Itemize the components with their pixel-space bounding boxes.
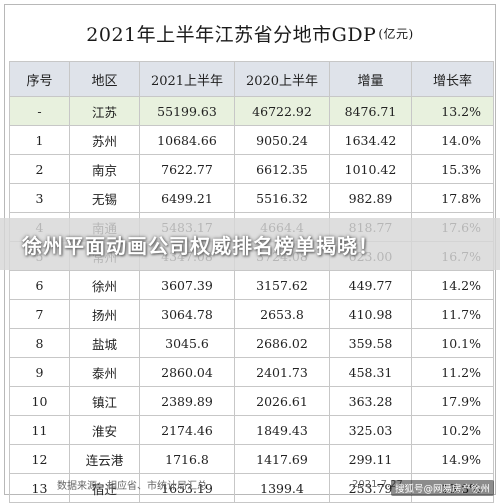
cell-2020h1: 6612.35 xyxy=(234,154,330,184)
cell-index: 10 xyxy=(9,386,70,416)
cell-increase: 410.98 xyxy=(329,299,412,329)
overlay-banner: 徐州平面动画公司权威排名榜单揭晓！ xyxy=(0,218,500,270)
cell-region: 无锡 xyxy=(69,183,140,213)
banner-text: 徐州平面动画公司权威排名榜单揭晓！ xyxy=(22,233,379,258)
cell-2020h1: 5516.32 xyxy=(234,183,330,213)
table-row: 2 南京 7622.77 6612.35 1010.42 15.3% xyxy=(9,154,494,184)
cell-2020h1: 2026.61 xyxy=(234,386,330,416)
table-row: 10 镇江 2389.89 2026.61 363.28 17.9% xyxy=(9,386,494,416)
cell-region: 镇江 xyxy=(69,386,140,416)
cell-increase: 449.77 xyxy=(329,270,412,300)
cell-region: 江苏 xyxy=(69,96,140,126)
header-growth-rate: 增长率 xyxy=(411,61,494,97)
table-row: - 江苏 55199.63 46722.92 8476.71 13.2% xyxy=(9,96,494,126)
cell-2020h1: 9050.24 xyxy=(234,125,330,155)
cell-2021h1: 7622.77 xyxy=(139,154,235,184)
cell-increase: 359.58 xyxy=(329,328,412,358)
cell-index: 6 xyxy=(9,270,70,300)
cell-2020h1: 1417.69 xyxy=(234,444,330,474)
cell-2021h1: 2860.04 xyxy=(139,357,235,387)
cell-growth-rate: 15.3% xyxy=(411,154,494,184)
cell-growth-rate: 14.0% xyxy=(411,125,494,155)
header-2020h1: 2020上半年 xyxy=(234,61,330,97)
cell-growth-rate: 13.8% xyxy=(411,473,494,503)
cell-region: 连云港 xyxy=(69,444,140,474)
table-row: 9 泰州 2860.04 2401.73 458.31 11.2% xyxy=(9,357,494,387)
table-row: 11 淮安 2174.46 1849.43 325.03 10.2% xyxy=(9,415,494,445)
watermark: 搜狐号@网易房产徐州 xyxy=(390,480,494,496)
cell-growth-rate: 13.2% xyxy=(411,96,494,126)
cell-2021h1: 10684.66 xyxy=(139,125,235,155)
cell-growth-rate: 11.2% xyxy=(411,357,494,387)
cell-region: 苏州 xyxy=(69,125,140,155)
cell-index: 12 xyxy=(9,444,70,474)
header-2021h1: 2021上半年 xyxy=(139,61,235,97)
cell-2020h1: 46722.92 xyxy=(234,96,330,126)
cell-increase: 1634.42 xyxy=(329,125,412,155)
gdp-table: 序号 地区 2021上半年 2020上半年 增量 增长率 - 江苏 55199.63… xyxy=(9,61,494,503)
cell-region: 盐城 xyxy=(69,328,140,358)
cell-region: 徐州 xyxy=(69,270,140,300)
table-row: 1 苏州 10684.66 9050.24 1634.42 14.0% xyxy=(9,125,494,155)
cell-2020h1: 1849.43 xyxy=(234,415,330,445)
cell-increase: 1010.42 xyxy=(329,154,412,184)
cell-2020h1: 2401.73 xyxy=(234,357,330,387)
cell-2021h1: 3064.78 xyxy=(139,299,235,329)
cell-growth-rate: 14.9% xyxy=(411,444,494,474)
header-row: 序号 地区 2021上半年 2020上半年 增量 增长率 xyxy=(9,61,494,97)
cell-region: 淮安 xyxy=(69,415,140,445)
table-row: 7 扬州 3064.78 2653.8 410.98 11.7% xyxy=(9,299,494,329)
cell-region: 泰州 xyxy=(69,357,140,387)
cell-increase: 299.11 xyxy=(329,444,412,474)
header-region: 地区 xyxy=(69,61,140,97)
cell-growth-rate: 17.8% xyxy=(411,183,494,213)
cell-2021h1: 1716.8 xyxy=(139,444,235,474)
cell-region: 扬州 xyxy=(69,299,140,329)
table-row: 12 连云港 1716.8 1417.69 299.11 14.9% xyxy=(9,444,494,474)
cell-2021h1: 55199.63 xyxy=(139,96,235,126)
cell-increase: 8476.71 xyxy=(329,96,412,126)
cell-growth-rate: 10.1% xyxy=(411,328,494,358)
cell-growth-rate: 14.2% xyxy=(411,270,494,300)
data-source: 数据来源：相应省、市统计局汇总 xyxy=(57,480,207,492)
header-index: 序号 xyxy=(9,61,70,97)
cell-increase: 458.31 xyxy=(329,357,412,387)
cell-2021h1: 6499.21 xyxy=(139,183,235,213)
cell-2021h1: 2389.89 xyxy=(139,386,235,416)
table-title: 2021年上半年江苏省分地市GDP (亿元) xyxy=(5,5,495,61)
cell-2020h1: 3157.62 xyxy=(234,270,330,300)
cell-index: 7 xyxy=(9,299,70,329)
table-row: 8 盐城 3045.6 2686.02 359.58 10.1% xyxy=(9,328,494,358)
cell-2020h1: 2653.8 xyxy=(234,299,330,329)
cell-index: 2 xyxy=(9,154,70,184)
cell-index: 9 xyxy=(9,357,70,387)
cell-index: - xyxy=(9,96,70,126)
cell-region: 南京 xyxy=(69,154,140,184)
footer: 数据来源：相应省、市统计局汇总 2021.7.27 xyxy=(9,475,493,493)
cell-increase: 253.79 xyxy=(329,473,412,503)
cell-increase: 363.28 xyxy=(329,386,412,416)
cell-growth-rate: 11.7% xyxy=(411,299,494,329)
cell-index: 11 xyxy=(9,415,70,445)
cell-index: 1 xyxy=(9,125,70,155)
table-row: 3 无锡 6499.21 5516.32 982.89 17.8% xyxy=(9,183,494,213)
title-unit: (亿元) xyxy=(378,26,414,41)
cell-2021h1: 3045.6 xyxy=(139,328,235,358)
header-increase: 增量 xyxy=(329,61,412,97)
title-text: 2021年上半年江苏省分地市GDP xyxy=(86,23,377,46)
cell-growth-rate: 10.2% xyxy=(411,415,494,445)
data-date: 2021.7.27 xyxy=(352,478,403,490)
cell-2020h1: 2686.02 xyxy=(234,328,330,358)
cell-2021h1: 3607.39 xyxy=(139,270,235,300)
cell-index: 3 xyxy=(9,183,70,213)
cell-increase: 325.03 xyxy=(329,415,412,445)
cell-growth-rate: 17.9% xyxy=(411,386,494,416)
table-row: 13 宿迁 1653.19 1399.4 253.79 13.8% xyxy=(9,473,494,503)
table-row: 6 徐州 3607.39 3157.62 449.77 14.2% xyxy=(9,270,494,300)
cell-increase: 982.89 xyxy=(329,183,412,213)
cell-index: 8 xyxy=(9,328,70,358)
cell-2021h1: 2174.46 xyxy=(139,415,235,445)
